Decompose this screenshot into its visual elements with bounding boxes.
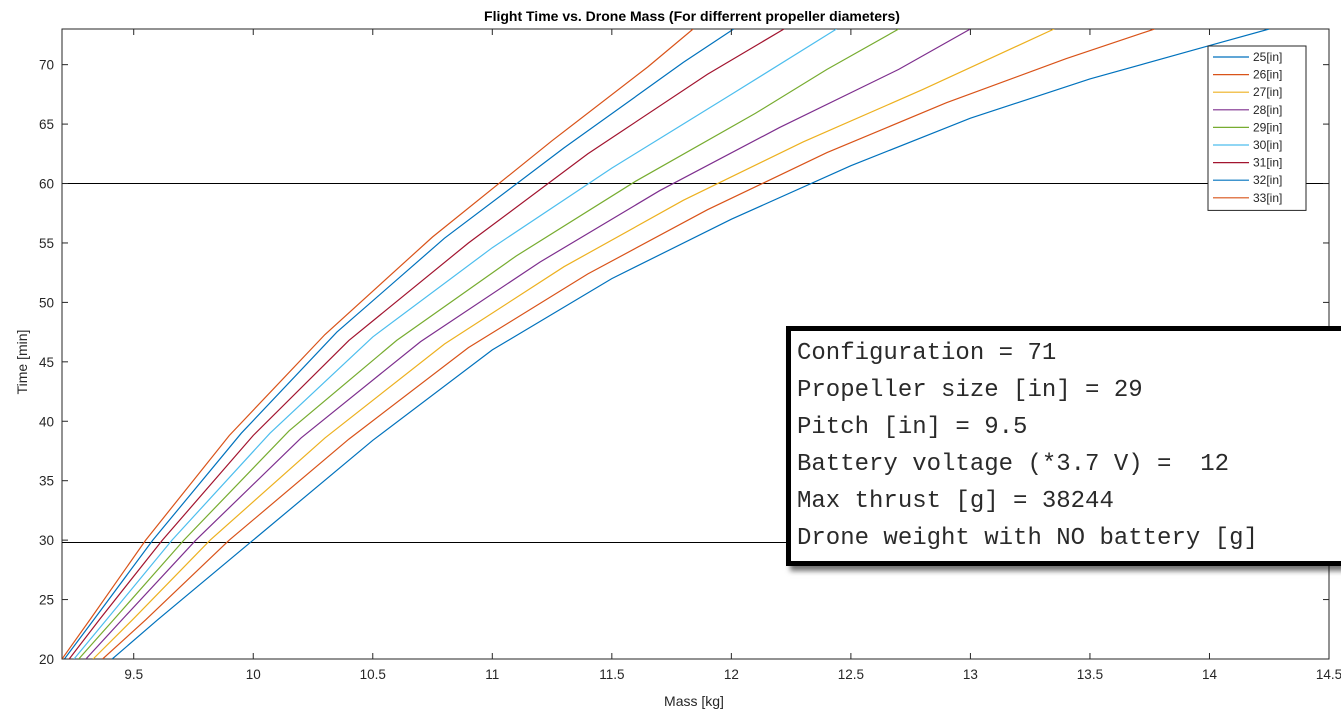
- y-axis-ticks: 20 25 30 35 40 45 50 55 60 65 70: [39, 58, 1329, 667]
- x-tick-label: 9.5: [124, 667, 143, 682]
- legend-label: 26[in]: [1253, 68, 1282, 82]
- series-line-1: [111, 29, 1270, 659]
- legend-label: 33[in]: [1253, 191, 1282, 205]
- legend-label: 29[in]: [1253, 120, 1282, 134]
- y-tick-label: 70: [39, 58, 54, 73]
- x-tick-label: 12.5: [838, 667, 864, 682]
- x-tick-label: 11: [485, 667, 499, 682]
- series-line-2: [102, 29, 1155, 659]
- y-tick-label: 50: [39, 295, 54, 310]
- y-tick-label: 25: [39, 593, 54, 608]
- y-tick-label: 40: [39, 414, 54, 429]
- legend-label: 31[in]: [1253, 156, 1282, 170]
- legend-label: 32[in]: [1253, 173, 1282, 187]
- legend-label: 28[in]: [1253, 103, 1282, 117]
- legend-box: [1207, 45, 1307, 211]
- legend-label: 25[in]: [1253, 50, 1282, 64]
- x-tick-label: 10.5: [360, 667, 386, 682]
- y-tick-label: 45: [39, 355, 54, 370]
- series-line-4: [85, 29, 971, 659]
- console-line-max-thrust: Max thrust [g] = 38244: [797, 488, 1114, 515]
- y-tick-label: 20: [39, 652, 54, 667]
- legend: 25[in] 26[in] 27[in] 28[in] 29[in] 30[in] 31[i…: [1207, 45, 1307, 211]
- y-tick-label: 55: [39, 236, 54, 251]
- config-console-panel: Configuration = 71 Propeller size [in] =…: [786, 326, 1341, 566]
- legend-label: 30[in]: [1253, 138, 1282, 152]
- x-tick-label: 13.5: [1077, 667, 1103, 682]
- console-line-battery-voltage: Battery voltage (*3.7 V) = 12: [797, 451, 1230, 478]
- series-line-3: [92, 29, 1055, 659]
- x-tick-label: 11.5: [599, 667, 624, 682]
- console-line-pitch: Pitch [in] = 9.5: [797, 414, 1028, 441]
- console-line-propeller-size: Propeller size [in] = 29: [797, 377, 1143, 404]
- series-line-8: [63, 29, 735, 659]
- series-line-6: [73, 29, 837, 659]
- y-tick-label: 65: [39, 117, 54, 132]
- console-line-configuration: Configuration = 71: [797, 340, 1057, 367]
- x-tick-label: 14: [1202, 667, 1218, 682]
- series-line-9: [62, 29, 694, 659]
- x-tick-label: 12: [724, 667, 739, 682]
- x-axis-ticks: 9.5 10 10.5 11 11.5 12 12.5 13 13.5 14 14.5: [124, 29, 1341, 682]
- legend-label: 27[in]: [1253, 85, 1282, 99]
- series-line-5: [78, 29, 899, 659]
- series-group: [62, 29, 1270, 659]
- y-tick-label: 30: [39, 533, 54, 548]
- x-tick-label: 13: [963, 667, 978, 682]
- console-line-drone-weight: Drone weight with NO battery [g]: [797, 525, 1258, 552]
- x-axis-label: Mass [kg]: [664, 693, 724, 709]
- x-tick-label: 14.5: [1316, 667, 1341, 682]
- y-tick-label: 60: [39, 177, 54, 192]
- series-line-7: [68, 29, 785, 659]
- y-tick-label: 35: [39, 474, 54, 489]
- y-axis-label: Time [min]: [14, 330, 30, 395]
- x-tick-label: 10: [246, 667, 261, 682]
- chart-title: Flight Time vs. Drone Mass (For differre…: [484, 8, 900, 24]
